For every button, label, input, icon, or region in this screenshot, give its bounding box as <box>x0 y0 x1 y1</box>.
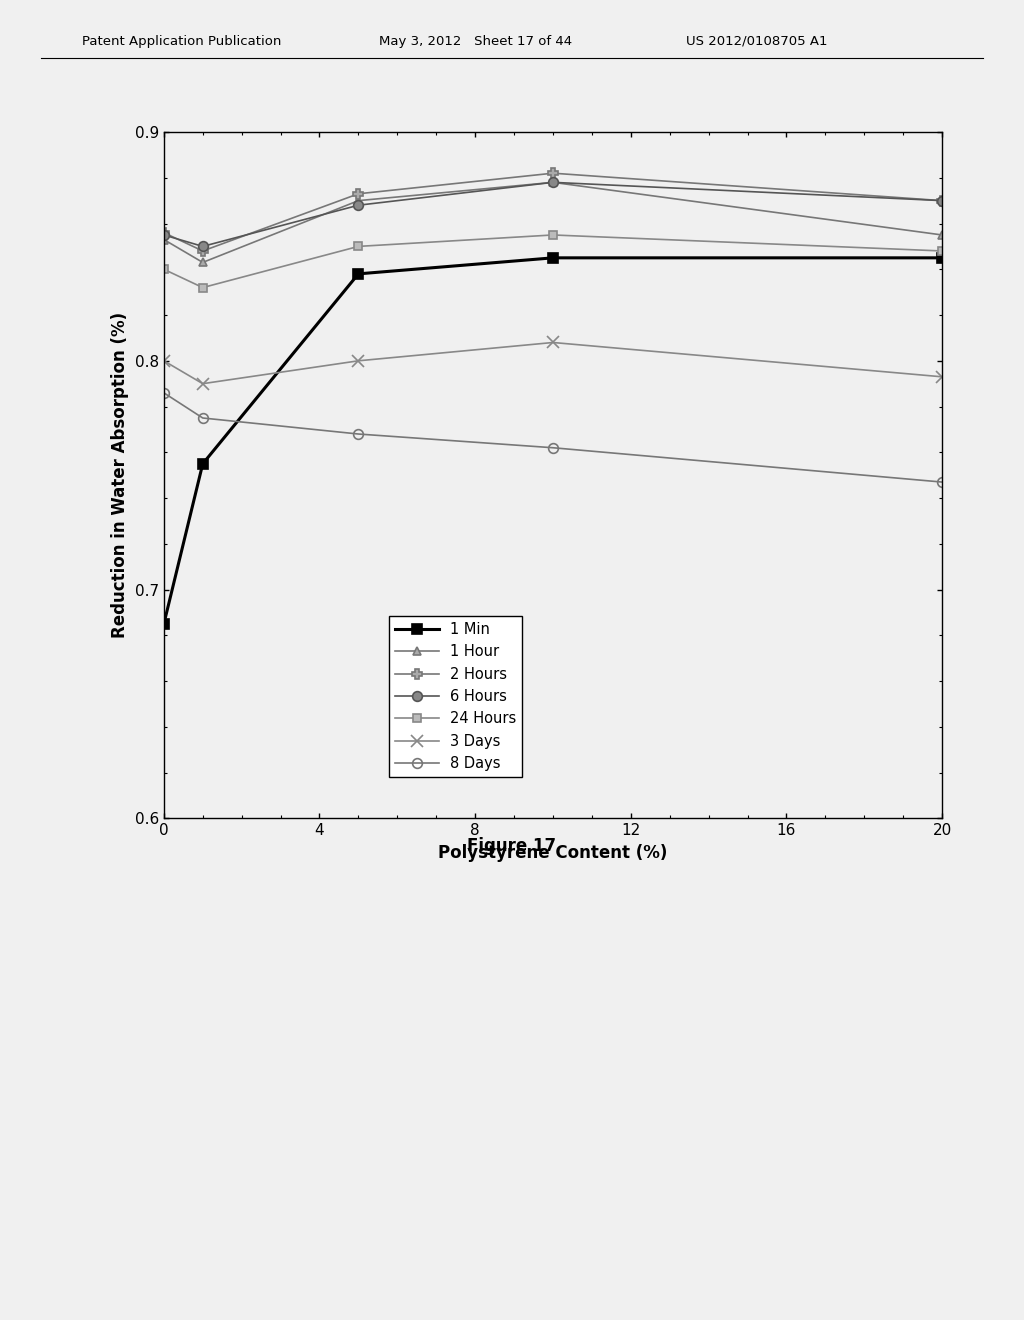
8 Days <box>352 426 365 442</box>
3 Days <box>158 352 170 368</box>
Text: May 3, 2012   Sheet 17 of 44: May 3, 2012 Sheet 17 of 44 <box>379 34 572 48</box>
6 Hours <box>352 197 365 213</box>
Line: 3 Days: 3 Days <box>159 337 947 389</box>
3 Days <box>197 376 209 392</box>
6 Hours <box>197 239 209 255</box>
24 Hours <box>158 261 170 277</box>
3 Days <box>352 352 365 368</box>
Line: 6 Hours: 6 Hours <box>159 177 947 251</box>
6 Hours <box>158 227 170 243</box>
1 Hour <box>352 193 365 209</box>
6 Hours <box>547 174 559 190</box>
1 Min <box>936 249 948 265</box>
24 Hours <box>352 239 365 255</box>
1 Min <box>158 616 170 632</box>
3 Days <box>547 334 559 350</box>
3 Days <box>936 368 948 384</box>
Text: Patent Application Publication: Patent Application Publication <box>82 34 282 48</box>
24 Hours <box>197 280 209 296</box>
8 Days <box>158 385 170 401</box>
8 Days <box>197 411 209 426</box>
Y-axis label: Reduction in Water Absorption (%): Reduction in Water Absorption (%) <box>112 312 129 639</box>
1 Hour <box>158 231 170 247</box>
24 Hours <box>547 227 559 243</box>
Line: 8 Days: 8 Days <box>159 388 947 487</box>
X-axis label: Polystyrene Content (%): Polystyrene Content (%) <box>438 843 668 862</box>
6 Hours <box>936 193 948 209</box>
2 Hours <box>197 243 209 259</box>
2 Hours <box>352 186 365 202</box>
1 Hour <box>936 227 948 243</box>
Legend: 1 Min, 1 Hour, 2 Hours, 6 Hours, 24 Hours, 3 Days, 8 Days: 1 Min, 1 Hour, 2 Hours, 6 Hours, 24 Hour… <box>389 616 522 776</box>
1 Hour <box>197 255 209 271</box>
8 Days <box>547 440 559 455</box>
1 Hour <box>547 174 559 190</box>
2 Hours <box>936 193 948 209</box>
1 Min <box>197 455 209 471</box>
Line: 1 Hour: 1 Hour <box>160 178 946 267</box>
1 Min <box>547 249 559 265</box>
2 Hours <box>158 224 170 240</box>
24 Hours <box>936 243 948 259</box>
Line: 24 Hours: 24 Hours <box>160 231 946 292</box>
Line: 1 Min: 1 Min <box>159 253 947 628</box>
Line: 2 Hours: 2 Hours <box>159 169 947 256</box>
2 Hours <box>547 165 559 181</box>
8 Days <box>936 474 948 490</box>
Text: Figure 17: Figure 17 <box>467 837 557 855</box>
Text: US 2012/0108705 A1: US 2012/0108705 A1 <box>686 34 827 48</box>
1 Min <box>352 265 365 281</box>
